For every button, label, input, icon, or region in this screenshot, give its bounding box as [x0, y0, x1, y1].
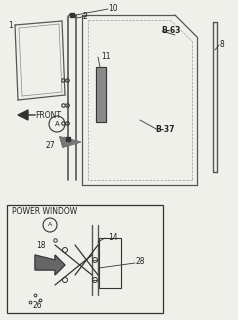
Bar [7, 205, 163, 313]
Polygon shape [18, 110, 28, 120]
Polygon shape [35, 255, 65, 275]
Text: A: A [55, 121, 59, 127]
Bar [96, 67, 106, 122]
Bar [96, 67, 106, 122]
Text: 27: 27 [45, 140, 55, 149]
Text: FRONT: FRONT [35, 110, 61, 119]
Text: 26: 26 [32, 301, 42, 310]
Polygon shape [60, 137, 80, 147]
Text: 2: 2 [82, 12, 87, 20]
Text: POWER WINDOW: POWER WINDOW [12, 206, 77, 215]
Text: A: A [48, 222, 52, 228]
Text: 10: 10 [108, 4, 118, 12]
Bar [99, 238, 121, 288]
Text: B-63: B-63 [161, 26, 180, 35]
Text: 1: 1 [8, 20, 13, 29]
Text: 18: 18 [36, 241, 45, 250]
Text: 28: 28 [136, 258, 145, 267]
Text: B-37: B-37 [155, 124, 174, 133]
Text: 14: 14 [108, 233, 118, 242]
Text: 8: 8 [219, 39, 224, 49]
Text: 11: 11 [101, 52, 110, 60]
